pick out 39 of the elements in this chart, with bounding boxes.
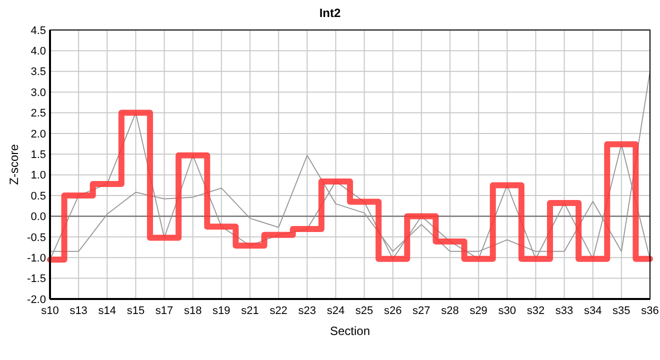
x-tick-label: s10: [41, 305, 59, 317]
x-tick-label: s24: [326, 305, 345, 317]
x-tick-label: s18: [184, 305, 202, 317]
x-tick-label: s33: [555, 305, 574, 317]
y-tick-label: 4.5: [30, 24, 46, 37]
x-tick-label: s30: [498, 305, 516, 317]
x-tick-label: s36: [641, 305, 659, 317]
x-tick-label: s14: [98, 305, 116, 317]
x-tick-label: s19: [212, 305, 230, 317]
x-axis-title: Section: [330, 324, 370, 338]
x-tick-label: s15: [126, 305, 145, 317]
x-tick-label: s28: [441, 305, 459, 317]
y-tick-label: 1.5: [30, 149, 46, 162]
y-tick-label: -1.0: [27, 252, 46, 264]
x-tick-label: s21: [241, 305, 259, 317]
x-tick-label: s13: [70, 305, 88, 317]
y-tick-label: 4.0: [30, 46, 46, 58]
y-tick-label: 3.0: [30, 86, 46, 99]
x-tick-label: s23: [298, 305, 316, 317]
x-tick-label: s29: [470, 305, 488, 317]
x-tick-label: s26: [384, 305, 402, 317]
x-tick-label: s32: [526, 305, 545, 317]
y-tick-label: 0.5: [30, 190, 46, 202]
y-tick-label: 2.5: [30, 108, 46, 120]
y-axis-title: Z-score: [7, 144, 21, 185]
x-tick-label: s22: [270, 305, 288, 317]
y-tick-label: 3.5: [30, 66, 46, 78]
y-tick-label: 2.0: [30, 128, 46, 140]
x-tick-label: s27: [412, 305, 430, 317]
y-tick-label: 0.0: [30, 211, 46, 224]
y-tick-label: 1.0: [30, 170, 46, 182]
x-tick-label: s35: [612, 305, 630, 317]
x-tick-label: s17: [155, 305, 174, 317]
x-tick-label: s25: [355, 305, 374, 317]
y-tick-label: -0.5: [27, 232, 46, 244]
y-tick-label: -2.0: [27, 294, 46, 306]
x-tick-label: s34: [584, 305, 602, 317]
y-tick-label: -1.5: [27, 273, 46, 286]
chart-title: Int2: [319, 6, 341, 20]
